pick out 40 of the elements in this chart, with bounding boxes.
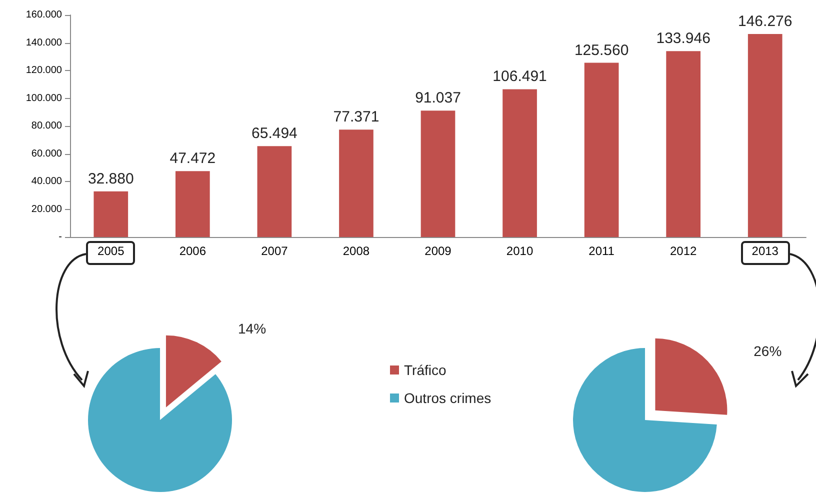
data-label: 146.276 xyxy=(738,13,792,30)
y-tick-label: 60.000 xyxy=(31,148,62,160)
data-label: 106.491 xyxy=(492,68,547,86)
x-tick-label: 2006 xyxy=(179,244,206,258)
y-tick-label: 120.000 xyxy=(26,65,62,76)
y-tick-label: - xyxy=(58,232,62,242)
bar xyxy=(94,191,128,237)
y-tick-label: 20.000 xyxy=(31,204,62,215)
x-tick-label: 2011 xyxy=(588,244,615,258)
data-label: 14% xyxy=(238,320,266,337)
bar xyxy=(175,171,210,237)
bar xyxy=(666,51,701,237)
y-tick-label: 140.000 xyxy=(26,37,62,48)
bar xyxy=(339,130,374,237)
x-tick-label: 2013 xyxy=(752,244,779,258)
x-tick-label: 2007 xyxy=(261,244,288,258)
bar xyxy=(584,62,619,237)
bar xyxy=(502,89,537,237)
legend-label: Outros crimes xyxy=(404,390,492,406)
x-tick-label: 2009 xyxy=(424,244,452,258)
x-tick-label: 2005 xyxy=(98,244,125,258)
bar xyxy=(420,110,456,237)
data-label: 65.494 xyxy=(252,125,298,142)
bar xyxy=(748,34,782,237)
data-label: 26% xyxy=(754,342,782,359)
data-label: 47.472 xyxy=(170,150,216,168)
y-tick-label: 40.000 xyxy=(31,176,62,187)
data-label: 91.037 xyxy=(415,90,461,107)
x-tick-label: 2010 xyxy=(506,244,534,258)
y-tick-label: 100.000 xyxy=(26,92,62,104)
bar xyxy=(257,146,292,237)
data-label: 133.946 xyxy=(656,30,710,48)
data-label: 125.560 xyxy=(574,42,629,59)
x-tick-label: 2012 xyxy=(670,244,698,258)
x-tick-label: 2008 xyxy=(342,244,370,258)
y-tick-label: 160.000 xyxy=(26,10,62,20)
legend-label: Tráfico xyxy=(404,362,446,378)
data-label: 32.880 xyxy=(88,170,134,188)
y-tick-label: 80.000 xyxy=(31,120,62,132)
data-label: 77.371 xyxy=(333,108,380,126)
